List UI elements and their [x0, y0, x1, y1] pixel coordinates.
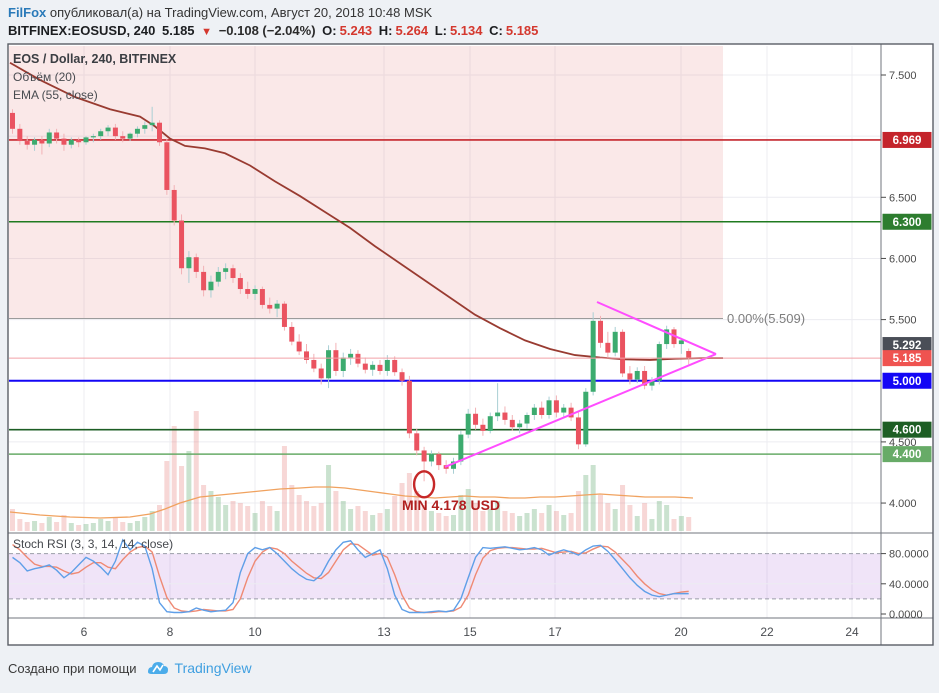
stoch-axis: 80.0000 40.0000 0.0000: [881, 549, 929, 621]
symbol-name: BITFINEX:EOSUSD, 240: [8, 23, 156, 38]
svg-text:6.000: 6.000: [889, 253, 917, 265]
svg-text:40.0000: 40.0000: [889, 579, 929, 591]
candlestick-series: [10, 106, 692, 482]
price-change: −0.108 (−2.04%): [218, 23, 316, 38]
svg-text:80.0000: 80.0000: [889, 549, 929, 561]
author-link[interactable]: FilFox: [8, 5, 47, 20]
footer: Создано при помощи TradingView: [8, 656, 252, 680]
svg-text:5.500: 5.500: [889, 315, 917, 327]
svg-text:6.500: 6.500: [889, 192, 917, 204]
open-label: O:: [322, 23, 337, 38]
low-value: 5.134: [449, 23, 483, 38]
close-value: 5.185: [505, 23, 539, 38]
svg-text:22: 22: [760, 625, 774, 639]
svg-text:5.292: 5.292: [893, 340, 922, 352]
tradingview-logo-icon: [147, 662, 168, 674]
svg-text:4.000: 4.000: [889, 498, 917, 510]
time-axis: 6 8 10 13 15 17 20 22 24: [81, 625, 859, 639]
horizontal-lines: [9, 139, 881, 455]
svg-text:10: 10: [248, 625, 262, 639]
svg-text:8: 8: [167, 625, 174, 639]
svg-text:7.500: 7.500: [889, 70, 917, 82]
svg-text:6: 6: [81, 625, 88, 639]
price-axis: 7.500 6.500 6.000 5.500 4.500 4.000: [881, 70, 917, 510]
svg-text:6.300: 6.300: [893, 217, 922, 229]
svg-text:17: 17: [548, 625, 562, 639]
svg-text:4.400: 4.400: [893, 449, 922, 461]
svg-text:24: 24: [845, 625, 859, 639]
svg-text:20: 20: [674, 625, 688, 639]
high-label: H:: [378, 23, 393, 38]
tradingview-brand-link[interactable]: TradingView: [174, 660, 252, 676]
stoch-d-line: [12, 543, 689, 614]
svg-text:6.969: 6.969: [893, 135, 922, 147]
high-value: 5.264: [395, 23, 429, 38]
svg-text:5.185: 5.185: [893, 353, 922, 365]
low-label: L:: [434, 23, 447, 38]
svg-text:5.000: 5.000: [893, 376, 922, 388]
created-with-text: Создано при помощи: [8, 660, 137, 676]
stoch-rsi-panel: [9, 538, 881, 614]
svg-text:0.0000: 0.0000: [889, 609, 923, 621]
publish-info-line: FilFox опубликовал(а) на TradingView.com…: [8, 3, 933, 22]
publish-header: FilFox опубликовал(а) на TradingView.com…: [8, 3, 933, 40]
fib-zone: [9, 46, 723, 319]
svg-text:4.500: 4.500: [889, 437, 917, 449]
publish-text: опубликовал(а) на TradingView.com, Авгус…: [46, 5, 433, 20]
price-down-arrow-icon: ▼: [201, 26, 213, 38]
last-price: 5.185: [162, 23, 195, 38]
svg-text:4.600: 4.600: [893, 425, 922, 437]
symbol-ohlc-line: BITFINEX:EOSUSD, 240 5.185 ▼ −0.108 (−2.…: [8, 22, 933, 40]
min-circle-marker: [412, 470, 436, 499]
svg-text:15: 15: [463, 625, 477, 639]
svg-text:13: 13: [377, 625, 391, 639]
close-label: C:: [489, 23, 503, 38]
pennant-triangle: [444, 301, 717, 468]
stoch-k-line: [12, 538, 689, 614]
open-value: 5.243: [339, 23, 373, 38]
volume-ma-line: [9, 486, 694, 519]
